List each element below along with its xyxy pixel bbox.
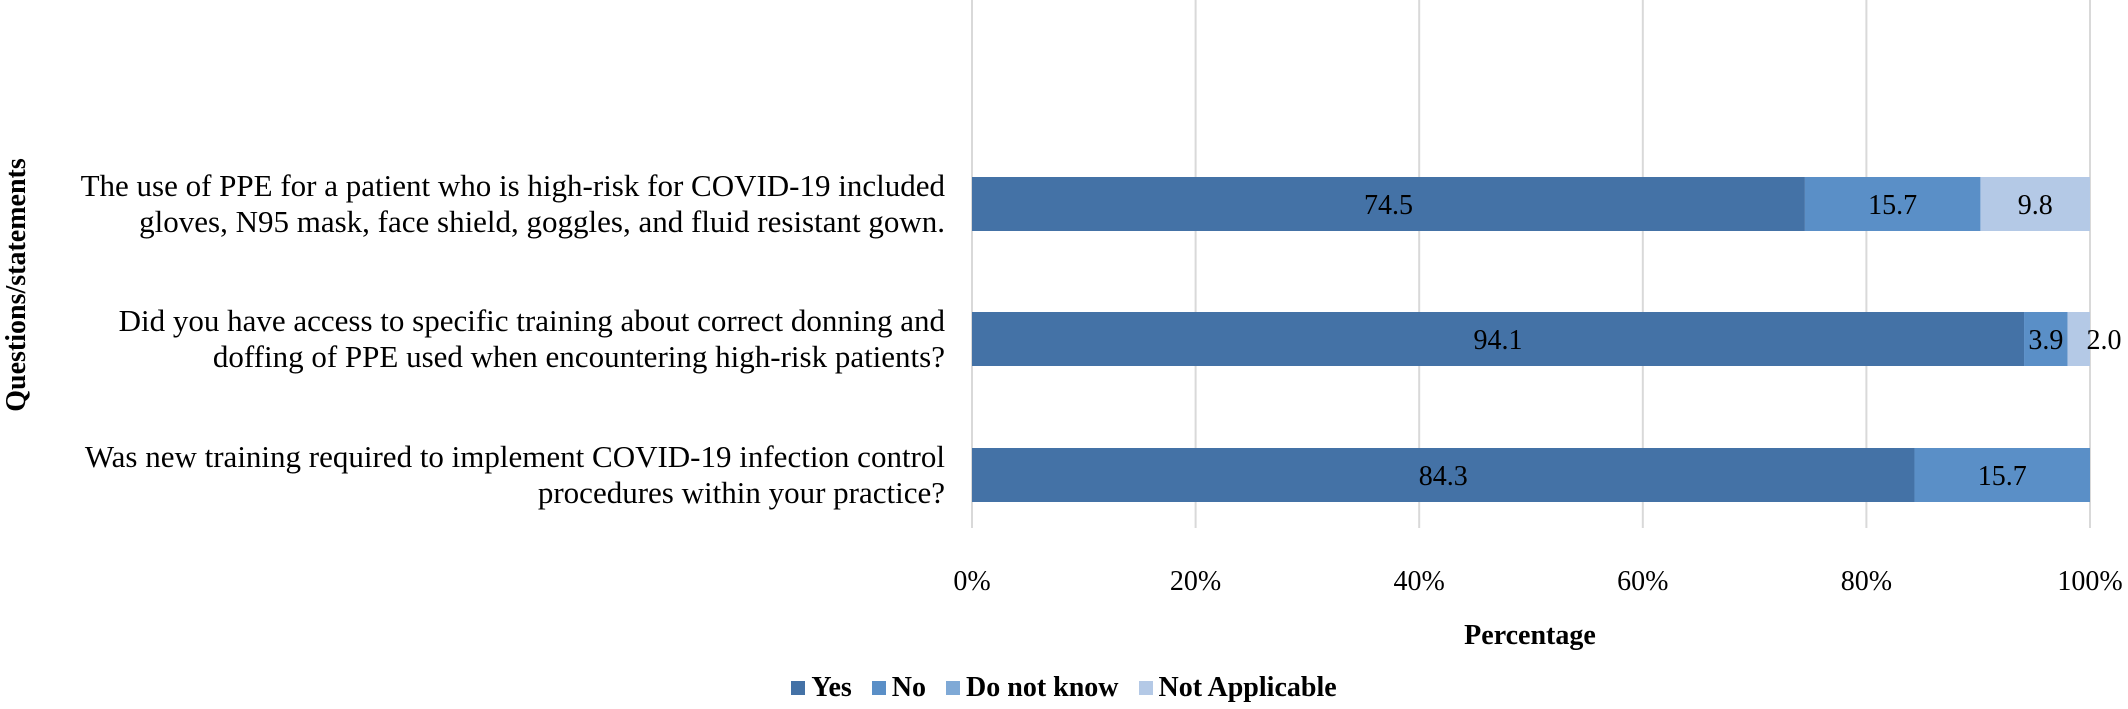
category-label-line: Was new training required to implement C… — [84, 439, 945, 474]
data-label: 15.7 — [1978, 461, 2027, 492]
data-label: 84.3 — [1419, 461, 1468, 492]
category-label-line: The use of PPE for a patient who is high… — [80, 168, 945, 203]
bar-segment-no — [1804, 177, 1981, 231]
bar-segment-yes — [972, 312, 2025, 366]
bar-segment-yes — [972, 448, 1915, 502]
x-tick-label: 40% — [1394, 566, 1445, 597]
x-tick-label: 20% — [1170, 566, 1221, 597]
bar-segment-no — [2024, 312, 2068, 366]
legend-swatch — [791, 681, 806, 695]
category-label: Was new training required to implement C… — [15, 439, 945, 511]
data-label: 9.8 — [2018, 190, 2053, 221]
legend-item: Yes — [791, 672, 852, 704]
category-label-line: Did you have access to specific training… — [118, 303, 945, 338]
x-tick-label: 0% — [953, 566, 990, 597]
bar-segment-yes — [972, 177, 1805, 231]
data-label: 2.0 — [2087, 325, 2122, 356]
legend-label: Yes — [811, 672, 852, 703]
category-label-line: doffing of PPE used when encountering hi… — [212, 339, 945, 374]
legend-item: Not Applicable — [1138, 672, 1337, 704]
category-label-line: gloves, N95 mask, face shield, goggles, … — [139, 204, 945, 239]
category-label-line: procedures within your practice? — [537, 475, 945, 510]
bar-segment-no — [1914, 448, 2090, 502]
category-label: Did you have access to specific training… — [15, 303, 945, 375]
legend-label: Do not know — [966, 672, 1119, 703]
legend-swatch — [871, 681, 886, 695]
data-label: 3.9 — [2028, 325, 2063, 356]
bar-segment-not-applicable — [1980, 177, 2090, 231]
x-axis-title: Percentage — [1464, 620, 1596, 651]
legend-swatch — [946, 681, 961, 695]
data-label: 15.7 — [1868, 190, 1917, 221]
category-label: The use of PPE for a patient who is high… — [15, 168, 945, 240]
legend-label: No — [891, 672, 927, 703]
legend: Yes No Do not know Not Applicable — [0, 672, 2128, 704]
legend-item: No — [871, 672, 927, 704]
data-label: 94.1 — [1474, 325, 1523, 356]
bar-segment-not-applicable — [2067, 312, 2090, 366]
x-tick-label: 100% — [2057, 566, 2122, 597]
legend-label: Not Applicable — [1158, 672, 1337, 703]
y-axis-title: Questions/statements — [1, 158, 32, 412]
data-label: 74.5 — [1364, 190, 1413, 221]
legend-item: Do not know — [946, 672, 1119, 704]
legend-swatch — [1138, 681, 1153, 695]
x-tick-label: 80% — [1841, 566, 1892, 597]
x-tick-label: 60% — [1617, 566, 1668, 597]
